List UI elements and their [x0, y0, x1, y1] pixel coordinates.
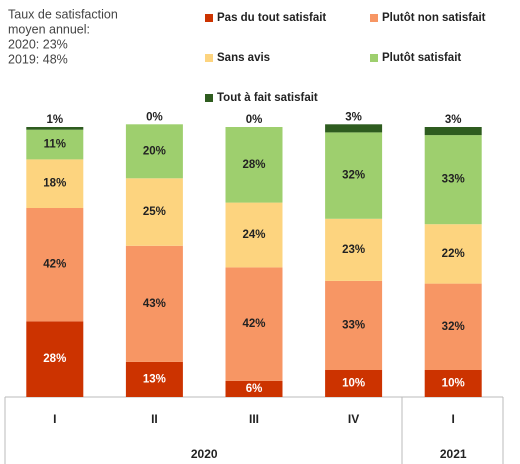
bar-segment — [424, 370, 482, 397]
annotation: moyen annuel: — [8, 22, 90, 36]
value-label: 22% — [442, 248, 465, 260]
value-label: 28% — [43, 353, 66, 365]
value-label: 24% — [242, 229, 265, 241]
bar-segment — [424, 283, 482, 370]
legend-label: Plutôt satisfait — [382, 52, 461, 64]
value-label: 10% — [342, 378, 365, 390]
bar-segment — [26, 208, 84, 322]
x-tick-label: III — [249, 412, 259, 426]
bar-segment — [125, 245, 183, 362]
value-label: 32% — [442, 321, 465, 333]
annotation: Taux de satisfaction — [8, 7, 118, 21]
value-label: 33% — [442, 174, 465, 186]
legend-label: Sans avis — [217, 52, 270, 64]
value-label: 32% — [342, 170, 365, 182]
bar-segment — [225, 380, 283, 397]
bar-segment — [125, 124, 183, 179]
group-label: 2020 — [191, 447, 218, 461]
bar-segment — [325, 124, 383, 133]
value-label: 42% — [43, 259, 66, 271]
value-label: 28% — [242, 159, 265, 171]
value-label: 42% — [242, 318, 265, 330]
bar-segment — [424, 127, 482, 136]
legend-label: Pas du tout satisfait — [217, 12, 326, 24]
value-label: 33% — [342, 319, 365, 331]
bar-segment — [325, 132, 383, 219]
value-label: 11% — [44, 139, 66, 151]
value-label: 23% — [342, 244, 365, 256]
group-label: 2021 — [440, 447, 467, 461]
value-label: 10% — [442, 378, 465, 390]
legend-swatch — [205, 94, 213, 102]
legend-swatch — [205, 14, 213, 22]
value-label: 18% — [43, 178, 66, 190]
bar-segment — [424, 224, 482, 284]
bar-segment — [125, 178, 183, 246]
legend-swatch — [370, 14, 378, 22]
annotation: 2019: 48% — [8, 52, 68, 66]
bar-segment — [26, 159, 84, 208]
bar-segment — [424, 135, 482, 225]
bar-segment — [26, 129, 84, 160]
x-tick-label: I — [452, 412, 455, 426]
value-label: 13% — [143, 373, 166, 385]
value-label: 0% — [146, 111, 163, 123]
bar-segment — [225, 267, 283, 381]
bar-segment — [26, 127, 84, 130]
value-label: 3% — [445, 114, 462, 126]
bar-segment — [325, 280, 383, 370]
value-label: 6% — [246, 383, 263, 395]
bar-segment — [325, 218, 383, 281]
value-label: 25% — [143, 206, 166, 218]
annotation: 2020: 23% — [8, 37, 68, 51]
legend-label: Tout à fait satisfait — [217, 92, 318, 104]
value-label: 0% — [246, 114, 263, 126]
value-label: 43% — [143, 298, 166, 310]
bar-segment — [325, 370, 383, 397]
bar-segment — [125, 361, 183, 397]
value-label: 3% — [345, 111, 362, 123]
bar-segment — [26, 321, 84, 397]
x-tick-label: I — [53, 412, 56, 426]
legend-swatch — [205, 54, 213, 62]
value-label: 1% — [46, 114, 63, 126]
bar-segment — [225, 127, 283, 203]
bar-segment — [225, 202, 283, 268]
x-tick-label: II — [151, 412, 158, 426]
x-tick-label: IV — [348, 412, 359, 426]
legend-label: Plutôt non satisfait — [382, 12, 486, 24]
legend-swatch — [370, 54, 378, 62]
value-label: 20% — [143, 145, 166, 157]
